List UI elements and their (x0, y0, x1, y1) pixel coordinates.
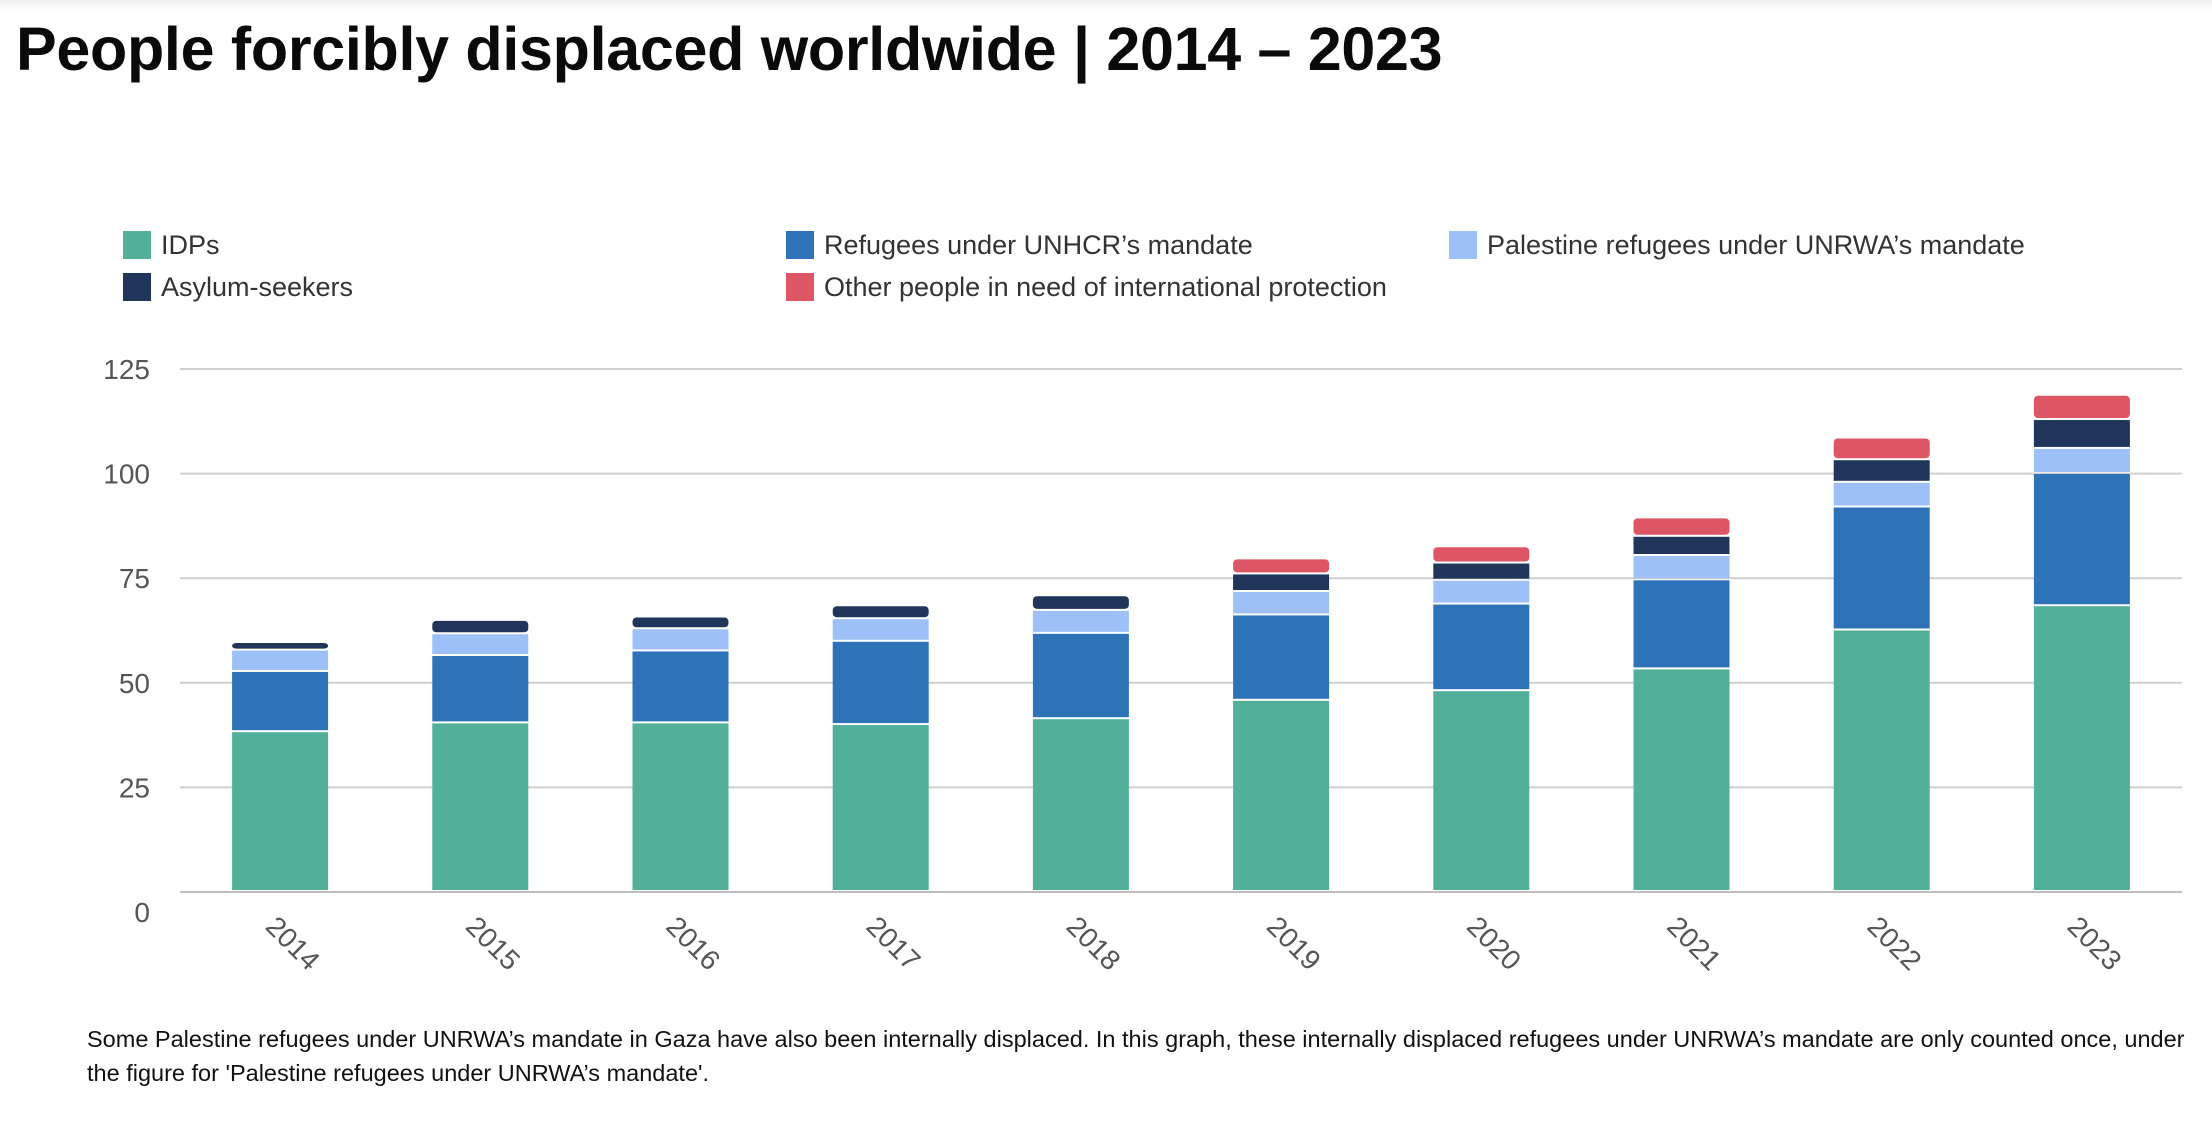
x-tick-label-2022: 2022 (1861, 910, 1927, 976)
x-tick-label-2023: 2023 (2062, 910, 2128, 976)
bar-segment-2023-series-2 (2033, 448, 2130, 473)
top-shadow-bar (0, 0, 2212, 10)
bar-segment-2018-series-0 (1032, 719, 1129, 890)
bar-segment-2017-series-1 (832, 641, 929, 724)
bar-segment-2015-series-2 (432, 634, 529, 655)
y-tick-label-125: 125 (103, 354, 150, 385)
bar-segment-2015-series-1 (432, 656, 529, 722)
y-tick-label-25: 25 (119, 772, 150, 803)
x-tick-label-2017: 2017 (860, 910, 926, 976)
y-tick-label-75: 75 (119, 563, 150, 594)
bar-segment-2023-series-3 (2033, 420, 2130, 447)
bar-segment-2020-series-2 (1433, 580, 1530, 603)
y-tick-label-100: 100 (103, 459, 150, 490)
bar-segment-2020-series-1 (1433, 604, 1530, 690)
bar-segment-2023-series-1 (2033, 474, 2130, 605)
legend-swatch-idps (123, 231, 151, 259)
bar-segment-2022-series-0 (1833, 630, 1930, 890)
bar-segment-2020-series-0 (1433, 691, 1530, 890)
x-tick-label-2016: 2016 (660, 910, 726, 976)
bar-segment-2014-series-3 (232, 643, 329, 649)
bar-segment-2019-series-2 (1233, 592, 1330, 614)
legend-item-idps[interactable]: IDPs (123, 230, 220, 260)
legend-swatch-unrwa-refugees (1449, 231, 1477, 259)
bar-segment-2019-series-0 (1233, 700, 1330, 890)
bar-segment-2019-series-1 (1233, 615, 1330, 699)
bar-segment-2021-series-4 (1633, 518, 1730, 535)
legend-item-unrwa-refugees[interactable]: Palestine refugees under UNRWA’s mandate (1449, 230, 2025, 260)
legend-swatch-unhcr-refugees (786, 231, 814, 259)
bar-segment-2015-series-0 (432, 723, 529, 890)
bar-segment-2016-series-0 (632, 723, 729, 890)
x-tick-label-2015: 2015 (460, 910, 526, 976)
legend-label-asylum-seekers: Asylum-seekers (161, 271, 354, 302)
chart-title: People forcibly displaced worldwide | 20… (16, 15, 1443, 83)
bar-segment-2023-series-0 (2033, 606, 2130, 890)
bar-segment-2018-series-3 (1032, 596, 1129, 609)
bar-segment-2014-series-1 (232, 671, 329, 731)
x-tick-label-2020: 2020 (1461, 910, 1527, 976)
bar-segment-2017-series-2 (832, 619, 929, 640)
bar-segment-2020-series-4 (1433, 547, 1530, 562)
x-tick-label-2021: 2021 (1661, 910, 1727, 976)
bar-segment-2018-series-2 (1032, 610, 1129, 632)
bar-segment-2019-series-3 (1233, 574, 1330, 591)
x-tick-label-2014: 2014 (260, 910, 326, 976)
legend-label-idps: IDPs (161, 229, 220, 260)
bar-segment-2023-series-4 (2033, 395, 2130, 419)
legend-label-unrwa-refugees: Palestine refugees under UNRWA’s mandate (1487, 229, 2025, 260)
y-tick-label-0: 0 (134, 897, 150, 928)
bar-segment-2016-series-1 (632, 651, 729, 722)
bar-segment-2022-series-2 (1833, 482, 1930, 506)
bar-segment-2019-series-4 (1233, 559, 1330, 573)
x-tick-label-2018: 2018 (1061, 910, 1127, 976)
bar-segment-2021-series-1 (1633, 580, 1730, 668)
bar-segment-2017-series-3 (832, 606, 929, 618)
bar-segment-2017-series-0 (832, 725, 929, 890)
bar-segment-2021-series-0 (1633, 669, 1730, 890)
bar-segment-2021-series-3 (1633, 536, 1730, 555)
legend-item-unhcr-refugees[interactable]: Refugees under UNHCR’s mandate (786, 230, 1253, 260)
bar-segment-2022-series-1 (1833, 507, 1930, 629)
y-tick-label-50: 50 (119, 668, 150, 699)
bar-segment-2015-series-3 (432, 620, 529, 633)
legend-swatch-other-protection (786, 273, 814, 301)
bar-segment-2016-series-2 (632, 629, 729, 650)
bar-segment-2022-series-4 (1833, 438, 1930, 459)
bar-segment-2021-series-2 (1633, 556, 1730, 579)
x-tick-label-2019: 2019 (1261, 910, 1327, 976)
stacked-bar-chart: 0 25 50 75 100 125 2014 2015 2016 2017 2018 2019 202… (103, 354, 2182, 976)
legend-item-asylum-seekers[interactable]: Asylum-seekers (123, 272, 353, 302)
bar-segment-2022-series-3 (1833, 460, 1930, 481)
bar-segment-2020-series-3 (1433, 563, 1530, 579)
legend-swatch-asylum-seekers (123, 273, 151, 301)
bar-segment-2016-series-3 (632, 617, 729, 628)
legend-item-other-protection[interactable]: Other people in need of international pr… (786, 272, 1387, 302)
footnote: Some Palestine refugees under UNRWA’s ma… (87, 1026, 2185, 1086)
bar-segment-2014-series-2 (232, 650, 329, 670)
legend-label-unhcr-refugees: Refugees under UNHCR’s mandate (824, 229, 1253, 260)
bar-segment-2018-series-1 (1032, 633, 1129, 718)
bar-segment-2014-series-0 (232, 732, 329, 890)
legend-label-other-protection: Other people in need of international pr… (824, 271, 1387, 302)
